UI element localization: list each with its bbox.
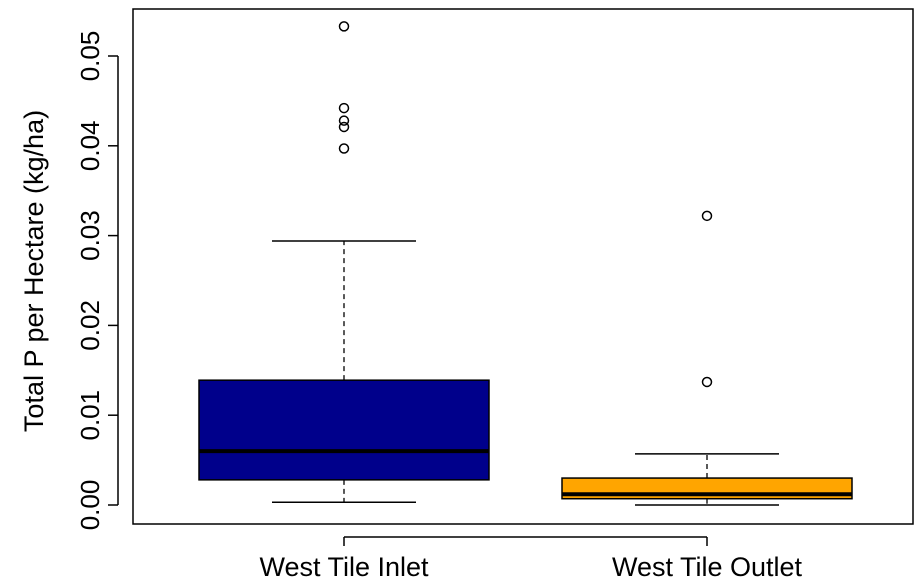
y-axis: 0.00 0.01 0.02 0.03 0.04 0.05 (75, 31, 119, 531)
outlier-point (338, 143, 350, 154)
y-tick-label: 0.05 (75, 31, 105, 82)
y-tick-label: 0.00 (75, 480, 105, 531)
y-tick-label: 0.03 (75, 210, 105, 261)
boxes-layer (198, 21, 853, 506)
x-tick-label: West Tile Outlet (612, 552, 803, 580)
outlier-point (338, 21, 350, 32)
outlier-point (701, 210, 713, 222)
y-axis-label: Total P per Hectare (kg/ha) (19, 110, 49, 432)
outlier-point (338, 115, 350, 126)
x-axis: West Tile Inlet West Tile Outlet (259, 536, 803, 580)
outlier-point (338, 121, 350, 133)
x-tick-label: West Tile Inlet (259, 552, 429, 580)
outlier-point (338, 102, 350, 114)
y-tick-label: 0.02 (75, 300, 105, 351)
outlier-point (701, 376, 713, 388)
iqr-box (198, 379, 490, 481)
box-west-tile-inlet (198, 21, 490, 504)
y-tick-label: 0.01 (75, 390, 105, 441)
y-tick-label: 0.04 (75, 120, 105, 171)
plot-frame (132, 8, 914, 525)
box-west-tile-outlet (561, 210, 853, 506)
